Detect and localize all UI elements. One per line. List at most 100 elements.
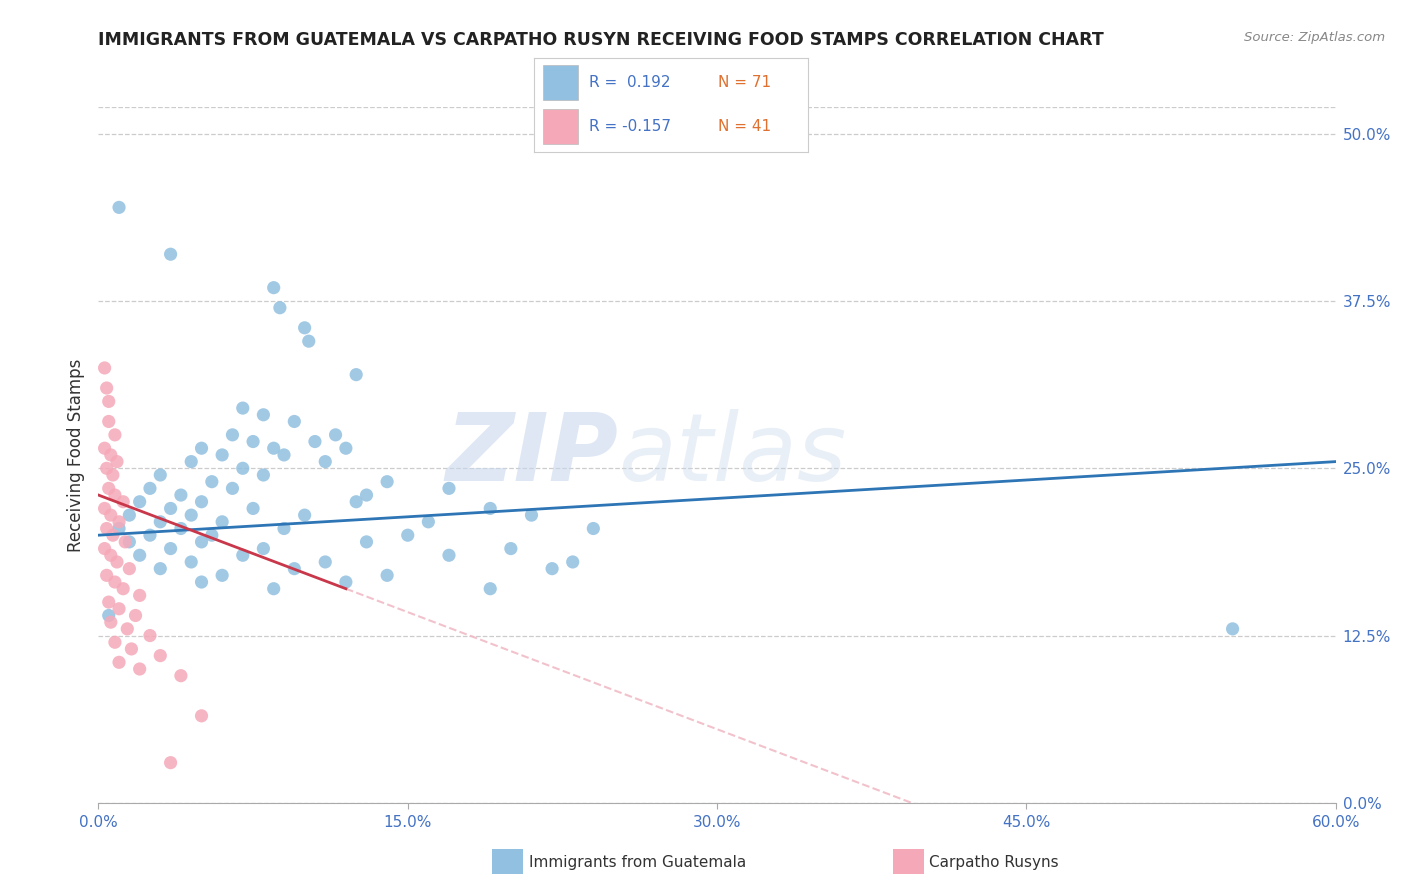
Text: N = 71: N = 71	[718, 75, 770, 90]
Point	[159, 247, 181, 261]
Point	[97, 595, 120, 609]
Point	[101, 528, 124, 542]
Point	[128, 589, 150, 603]
Text: N = 41: N = 41	[718, 119, 770, 134]
Point	[375, 475, 398, 489]
Point	[93, 442, 115, 455]
Point	[263, 582, 285, 596]
Point	[252, 408, 274, 422]
Point	[263, 442, 285, 455]
Point	[93, 541, 115, 556]
Point	[149, 467, 172, 482]
Point	[232, 548, 254, 563]
Point	[582, 521, 605, 535]
Point	[170, 488, 193, 502]
Point	[273, 448, 295, 462]
Point	[100, 448, 122, 462]
Point	[190, 494, 212, 508]
Point	[325, 427, 347, 442]
Point	[294, 508, 316, 523]
Point	[273, 521, 295, 535]
Point	[232, 461, 254, 475]
Point	[105, 455, 128, 469]
Point	[112, 494, 135, 508]
Point	[139, 482, 162, 496]
Point	[96, 381, 118, 395]
Point	[118, 562, 141, 576]
Point	[283, 562, 305, 576]
Point	[314, 555, 336, 569]
Point	[108, 521, 131, 535]
Bar	[543, 64, 578, 100]
Point	[499, 541, 522, 556]
Point	[97, 482, 120, 496]
Point	[93, 501, 115, 516]
Point	[269, 301, 291, 315]
Point	[124, 608, 146, 623]
Point	[520, 508, 543, 523]
Point	[437, 548, 460, 563]
Point	[149, 648, 172, 663]
Point	[437, 482, 460, 496]
Point	[263, 280, 285, 294]
Point	[96, 568, 118, 582]
Text: Source: ZipAtlas.com: Source: ZipAtlas.com	[1244, 31, 1385, 45]
Point	[221, 427, 243, 442]
Point	[304, 434, 326, 449]
Point	[335, 442, 357, 455]
Point	[221, 482, 243, 496]
Point	[418, 515, 440, 529]
Point	[375, 568, 398, 582]
Point	[190, 708, 212, 723]
Point	[344, 368, 367, 382]
Text: R = -0.157: R = -0.157	[589, 119, 671, 134]
Point	[117, 622, 139, 636]
Y-axis label: Receiving Food Stamps: Receiving Food Stamps	[67, 359, 86, 551]
Point	[242, 434, 264, 449]
Point	[100, 615, 122, 630]
Point	[112, 582, 135, 596]
Point	[100, 548, 122, 563]
Point	[159, 541, 181, 556]
Point	[314, 455, 336, 469]
Point	[114, 534, 136, 549]
Point	[118, 534, 141, 549]
Text: IMMIGRANTS FROM GUATEMALA VS CARPATHO RUSYN RECEIVING FOOD STAMPS CORRELATION CH: IMMIGRANTS FROM GUATEMALA VS CARPATHO RU…	[98, 31, 1104, 49]
Point	[190, 574, 212, 589]
Point	[283, 414, 305, 428]
Point	[170, 669, 193, 683]
Point	[1222, 622, 1244, 636]
Point	[159, 756, 181, 770]
Point	[396, 528, 419, 542]
Point	[170, 521, 193, 535]
Point	[149, 515, 172, 529]
Point	[356, 488, 378, 502]
Point	[104, 574, 127, 589]
Point	[561, 555, 583, 569]
Point	[128, 494, 150, 508]
Point	[128, 662, 150, 676]
Point	[139, 528, 162, 542]
Text: ZIP: ZIP	[446, 409, 619, 501]
Point	[294, 320, 316, 334]
Point	[108, 655, 131, 669]
Point	[120, 642, 142, 657]
Text: atlas: atlas	[619, 409, 846, 500]
Point	[252, 541, 274, 556]
Point	[201, 528, 224, 542]
Point	[108, 200, 131, 214]
Point	[104, 635, 127, 649]
Point	[104, 488, 127, 502]
Point	[97, 608, 120, 623]
Point	[190, 534, 212, 549]
Point	[190, 442, 212, 455]
Point	[159, 501, 181, 516]
Point	[211, 448, 233, 462]
Point	[211, 568, 233, 582]
Point	[252, 467, 274, 482]
Point	[96, 461, 118, 475]
Text: Carpatho Rusyns: Carpatho Rusyns	[929, 855, 1059, 870]
Point	[344, 494, 367, 508]
Point	[108, 601, 131, 615]
Point	[180, 555, 202, 569]
